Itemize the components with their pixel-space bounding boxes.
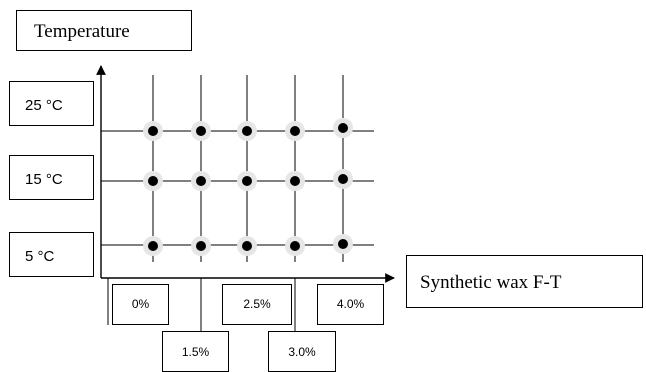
wax-level-text: 3.0% [288, 345, 316, 359]
point-25c-0 [143, 121, 163, 141]
wax-level-text: 1.5% [182, 345, 210, 359]
point-15c-2-5 [237, 171, 257, 191]
point-5c-0 [143, 236, 163, 256]
x-axis-title: Synthetic wax F-T [420, 272, 562, 293]
wax-level-3-0: 3.0% [268, 331, 336, 372]
point-5c-1-5 [191, 236, 211, 256]
wax-level-text: 2.5% [243, 297, 271, 311]
wax-level-1-5: 1.5% [162, 331, 229, 372]
wax-level-text: 0% [132, 297, 150, 311]
point-15c-4-0 [333, 169, 353, 189]
temperature-label-text: 25 °C [25, 97, 63, 114]
wax-level-4-0: 4.0% [317, 284, 384, 325]
wax-level-2-5: 2.5% [222, 284, 292, 325]
temperature-label-text: 15 °C [25, 171, 63, 188]
temperature-label-text: 5 °C [25, 248, 55, 265]
wax-level-text: 4.0% [337, 297, 365, 311]
temperature-label-15: 15 °C [9, 155, 94, 200]
point-25c-4-0 [333, 118, 353, 138]
point-25c-1-5 [191, 121, 211, 141]
grid-points [143, 118, 353, 256]
wax-level-0: 0% [112, 284, 169, 325]
point-15c-0 [143, 171, 163, 191]
point-15c-1-5 [191, 171, 211, 191]
temperature-label-5: 5 °C [9, 232, 94, 277]
grid-lines [101, 75, 374, 262]
x-axis-title-box: Synthetic wax F-T [406, 255, 643, 308]
y-axis-title: Temperature [34, 21, 130, 42]
temperature-label-25: 25 °C [9, 81, 94, 126]
point-5c-2-5 [237, 236, 257, 256]
point-5c-3-0 [285, 236, 305, 256]
point-25c-3-0 [285, 121, 305, 141]
point-5c-4-0 [333, 234, 353, 254]
level-connectors [107, 278, 296, 332]
point-25c-2-5 [237, 121, 257, 141]
y-axis-title-box: Temperature [16, 10, 192, 51]
point-15c-3-0 [285, 171, 305, 191]
